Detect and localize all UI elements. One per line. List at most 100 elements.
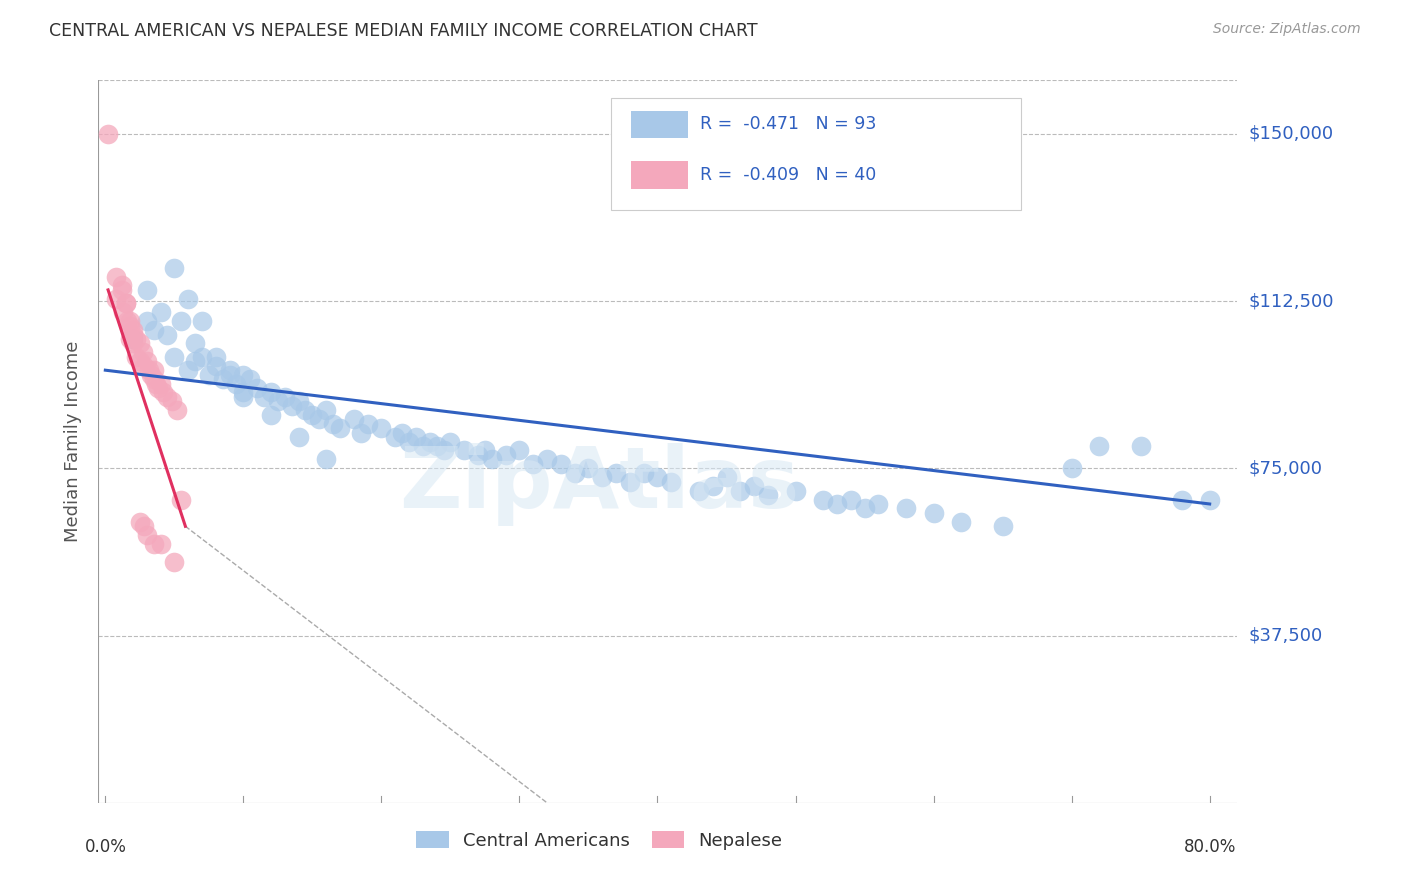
Point: [149, 537, 172, 551]
Point: [894, 501, 917, 516]
Point: [453, 443, 475, 458]
Point: [156, 327, 179, 342]
Point: [246, 381, 269, 395]
Point: [218, 368, 240, 382]
Point: [128, 336, 150, 351]
FancyBboxPatch shape: [631, 111, 689, 138]
Point: [315, 452, 337, 467]
Point: [398, 434, 420, 449]
Point: [170, 492, 193, 507]
Point: [138, 363, 160, 377]
Text: $150,000: $150,000: [1249, 125, 1333, 143]
Text: R =  -0.409   N = 40: R = -0.409 N = 40: [700, 166, 876, 184]
Point: [384, 430, 406, 444]
Point: [117, 314, 139, 328]
Point: [111, 283, 134, 297]
Point: [439, 434, 461, 449]
Point: [991, 519, 1014, 533]
Point: [950, 515, 973, 529]
Point: [142, 363, 165, 377]
Point: [811, 492, 834, 507]
Point: [122, 332, 145, 346]
Point: [785, 483, 807, 498]
Point: [260, 385, 283, 400]
Text: $75,000: $75,000: [1249, 459, 1323, 477]
Point: [120, 332, 142, 346]
Point: [128, 515, 150, 529]
Point: [716, 470, 738, 484]
Point: [105, 292, 128, 306]
Point: [432, 443, 454, 458]
Point: [239, 372, 262, 386]
Text: $37,500: $37,500: [1249, 626, 1323, 645]
Point: [135, 354, 157, 368]
Point: [142, 372, 165, 386]
Point: [125, 332, 148, 346]
Text: Source: ZipAtlas.com: Source: ZipAtlas.com: [1213, 22, 1361, 37]
Point: [825, 497, 848, 511]
Point: [184, 354, 207, 368]
Point: [111, 278, 134, 293]
Point: [391, 425, 413, 440]
Point: [115, 296, 138, 310]
Point: [280, 399, 302, 413]
FancyBboxPatch shape: [612, 98, 1021, 211]
Point: [184, 336, 207, 351]
Point: [198, 368, 221, 382]
Point: [659, 475, 682, 489]
Point: [177, 292, 200, 306]
Point: [839, 492, 862, 507]
Point: [370, 421, 392, 435]
Point: [578, 461, 600, 475]
Point: [308, 412, 330, 426]
Point: [702, 479, 724, 493]
Point: [356, 417, 378, 431]
Point: [122, 323, 145, 337]
Point: [633, 466, 655, 480]
Point: [142, 537, 165, 551]
Point: [232, 368, 254, 382]
Point: [97, 127, 120, 141]
Point: [112, 305, 135, 319]
FancyBboxPatch shape: [631, 161, 689, 189]
Point: [287, 394, 309, 409]
Text: 0.0%: 0.0%: [84, 838, 127, 856]
Text: $112,500: $112,500: [1249, 292, 1334, 310]
Point: [139, 368, 162, 382]
Point: [149, 305, 172, 319]
Point: [756, 488, 779, 502]
Point: [495, 448, 517, 462]
Point: [131, 345, 153, 359]
Point: [647, 470, 669, 484]
Point: [191, 314, 214, 328]
Point: [419, 434, 441, 449]
Point: [232, 390, 254, 404]
Text: ZipAtlas: ZipAtlas: [399, 443, 800, 526]
Point: [135, 283, 157, 297]
Point: [853, 501, 876, 516]
Point: [315, 403, 337, 417]
Point: [156, 390, 179, 404]
Point: [1171, 492, 1194, 507]
Point: [274, 390, 297, 404]
Point: [170, 314, 193, 328]
Point: [128, 354, 150, 368]
Point: [591, 470, 613, 484]
Point: [135, 528, 157, 542]
Point: [481, 452, 503, 467]
Point: [163, 555, 186, 569]
Point: [218, 363, 240, 377]
Point: [115, 296, 138, 310]
Point: [350, 425, 373, 440]
Point: [922, 506, 945, 520]
Legend: Central Americans, Nepalese: Central Americans, Nepalese: [408, 822, 792, 859]
Point: [142, 323, 165, 337]
Point: [120, 314, 142, 328]
Point: [619, 475, 641, 489]
Point: [287, 430, 309, 444]
Point: [426, 439, 449, 453]
Point: [467, 448, 489, 462]
Point: [536, 452, 558, 467]
Point: [160, 394, 183, 409]
Point: [146, 381, 169, 395]
